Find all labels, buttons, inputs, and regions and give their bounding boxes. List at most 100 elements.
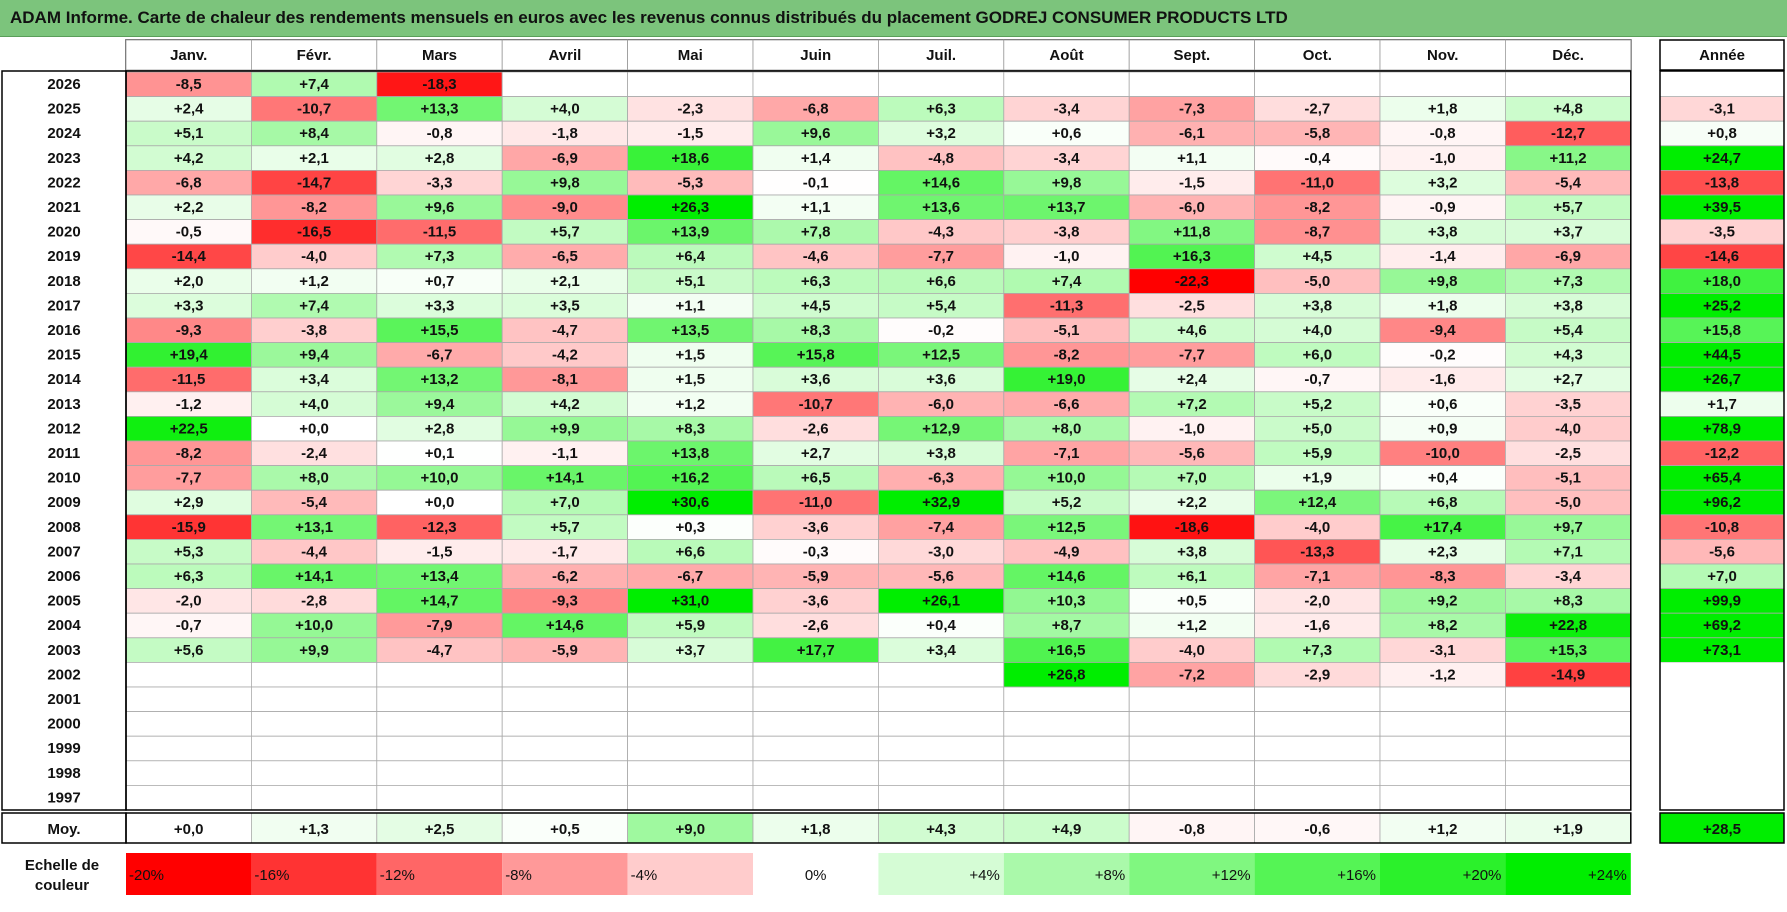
average-cell xyxy=(501,812,629,844)
cell-value: -0,7 xyxy=(1304,371,1330,388)
heatmap-cell xyxy=(1379,71,1506,98)
heatmap-cell xyxy=(501,489,629,516)
cell-value: +5,7 xyxy=(550,224,580,241)
cell-value: -10,7 xyxy=(297,101,331,118)
cell-value: +7,1 xyxy=(1553,543,1583,560)
heatmap-cell xyxy=(1128,588,1255,614)
heatmap-cell xyxy=(1128,440,1255,467)
annual-value: -13,8 xyxy=(1705,174,1739,191)
heatmap-cell xyxy=(501,735,629,762)
heatmap-cell xyxy=(627,268,754,294)
cell-value: +15,5 xyxy=(421,322,459,339)
cell-value: -4,0 xyxy=(1304,519,1330,536)
cell-value: +9,2 xyxy=(1428,593,1458,610)
month-label: Mars xyxy=(422,47,457,64)
year-label: 2019 xyxy=(47,248,80,265)
heatmap-cell xyxy=(1379,612,1506,639)
heatmap-cell xyxy=(752,243,879,270)
cell-value: -8,2 xyxy=(176,445,202,462)
month-label: Avril xyxy=(549,47,582,64)
scale-tick-label: +20% xyxy=(1463,867,1502,884)
heatmap-cell xyxy=(376,96,503,122)
cell-value: +4,0 xyxy=(550,101,580,118)
heatmap-cell xyxy=(1003,686,1130,713)
heatmap-cell xyxy=(1379,96,1506,122)
cell-value: -4,3 xyxy=(928,224,954,241)
annual-value: +39,5 xyxy=(1703,199,1741,216)
heatmap-cell xyxy=(125,366,252,393)
cell-value: +8,0 xyxy=(299,470,329,487)
cell-value: +5,4 xyxy=(1553,322,1583,339)
heatmap-cell xyxy=(1128,735,1255,762)
cell-value: -5,4 xyxy=(1555,174,1582,191)
cell-value: -14,7 xyxy=(297,174,331,191)
year-label: 2004 xyxy=(47,617,81,634)
heatmap-cell xyxy=(125,662,252,688)
cell-value: -6,0 xyxy=(928,396,954,413)
cell-value: -1,0 xyxy=(1430,150,1456,167)
scale-swatch xyxy=(1003,853,1130,895)
cell-value: -1,0 xyxy=(1179,420,1205,437)
heatmap-cell xyxy=(1128,489,1255,516)
cell-value: +13,4 xyxy=(421,568,460,585)
cell-value: +26,8 xyxy=(1048,666,1086,683)
heatmap-cell xyxy=(1003,366,1130,393)
scale-tick-label: 0% xyxy=(805,867,827,884)
cell-value: -10,7 xyxy=(799,396,833,413)
cell-value: +6,5 xyxy=(801,470,831,487)
cell-value: +1,1 xyxy=(675,297,705,314)
cell-value: +9,8 xyxy=(1428,273,1458,290)
heatmap-cell xyxy=(1254,760,1381,786)
heatmap-cell xyxy=(1254,711,1381,737)
heatmap-cell xyxy=(1128,637,1255,663)
heatmap-cell xyxy=(501,194,629,221)
annual-cell xyxy=(1659,169,1785,196)
cell-value: -6,7 xyxy=(677,568,703,585)
average-cell xyxy=(1003,812,1130,844)
year-label: 2011 xyxy=(48,445,81,462)
heatmap-cell xyxy=(376,686,503,713)
annual-cell xyxy=(1659,317,1785,344)
heatmap-cell xyxy=(627,539,754,565)
cell-value: -1,2 xyxy=(176,396,202,413)
heatmap-cell xyxy=(1505,760,1632,786)
average-value: -0,8 xyxy=(1179,821,1205,838)
heatmap-cell xyxy=(1254,194,1381,221)
cell-value: +2,3 xyxy=(1428,543,1458,560)
cell-value: -5,4 xyxy=(301,494,328,511)
cell-value: -2,0 xyxy=(1304,593,1330,610)
cell-value: -5,6 xyxy=(1179,445,1205,462)
scale-swatch xyxy=(1380,853,1506,895)
month-header-cell xyxy=(1254,39,1381,71)
heatmap-cell xyxy=(1505,243,1632,270)
cell-value: +5,9 xyxy=(1302,445,1332,462)
heatmap-cell xyxy=(627,662,754,688)
cell-value: +15,3 xyxy=(1549,642,1587,659)
heatmap-cell xyxy=(1128,96,1255,122)
cell-value: -3,6 xyxy=(803,593,829,610)
cell-value: -2,3 xyxy=(677,101,703,118)
cell-value: -10,0 xyxy=(1426,445,1460,462)
heatmap-cell xyxy=(1379,735,1506,762)
heatmap-cell xyxy=(1379,366,1506,393)
cell-value: +22,5 xyxy=(170,420,208,437)
heatmap-cell xyxy=(752,514,879,540)
cell-value: +13,8 xyxy=(671,445,709,462)
cell-value: -1,5 xyxy=(677,125,703,142)
cell-value: +6,8 xyxy=(1428,494,1458,511)
heatmap-cell xyxy=(1379,514,1506,540)
heatmap-cell xyxy=(501,342,629,368)
cell-value: +2,1 xyxy=(550,273,580,290)
heatmap-cell xyxy=(627,588,754,614)
scale-tick-label: +8% xyxy=(1095,867,1125,884)
cell-value: +0,1 xyxy=(425,445,455,462)
year-label: 2003 xyxy=(47,642,80,659)
cell-value: -8,7 xyxy=(1304,224,1330,241)
heatmap-cell xyxy=(501,785,629,811)
heatmap-cell xyxy=(752,612,879,639)
annual-cell xyxy=(1659,440,1785,467)
cell-value: +10,0 xyxy=(295,617,333,634)
month-label: Juil. xyxy=(926,47,956,64)
scale-tick-label: -20% xyxy=(129,867,164,884)
cell-value: +0,4 xyxy=(926,617,956,634)
